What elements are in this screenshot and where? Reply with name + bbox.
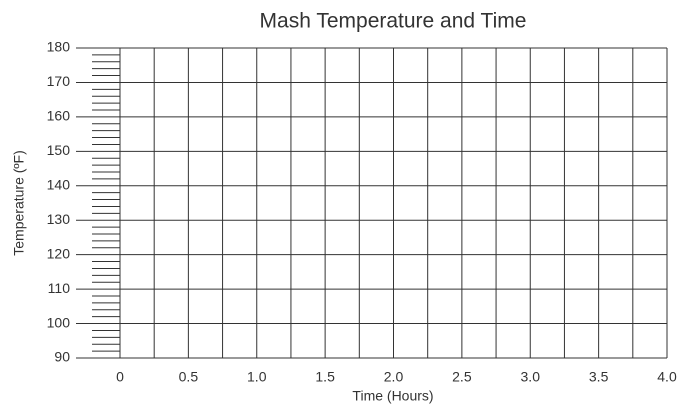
y-tick-label: 130 <box>47 211 71 227</box>
x-tick-label: 1.0 <box>247 369 267 385</box>
y-tick-label: 160 <box>47 108 71 124</box>
y-tick-label: 140 <box>47 176 71 192</box>
y-axis-label: Temperature (ºF) <box>11 150 27 255</box>
x-tick-label: 2.5 <box>452 369 472 385</box>
x-tick-label: 0 <box>116 369 124 385</box>
x-tick-label: 2.0 <box>384 369 404 385</box>
y-tick-label: 150 <box>47 142 71 158</box>
y-tick-label: 100 <box>47 314 71 330</box>
y-tick-label: 90 <box>54 349 70 365</box>
x-tick-label: 1.5 <box>315 369 335 385</box>
chart-title: Mash Temperature and Time <box>260 10 527 33</box>
x-tick-label: 0.5 <box>179 369 199 385</box>
y-tick-label: 180 <box>47 39 71 55</box>
y-tick-label: 170 <box>47 73 71 89</box>
x-tick-label: 3.0 <box>521 369 541 385</box>
x-tick-label: 3.5 <box>589 369 609 385</box>
y-tick-label: 110 <box>48 280 71 296</box>
x-axis-label: Time (Hours) <box>352 388 433 404</box>
y-tick-label: 120 <box>47 245 71 261</box>
x-tick-label: 4.0 <box>657 369 677 385</box>
